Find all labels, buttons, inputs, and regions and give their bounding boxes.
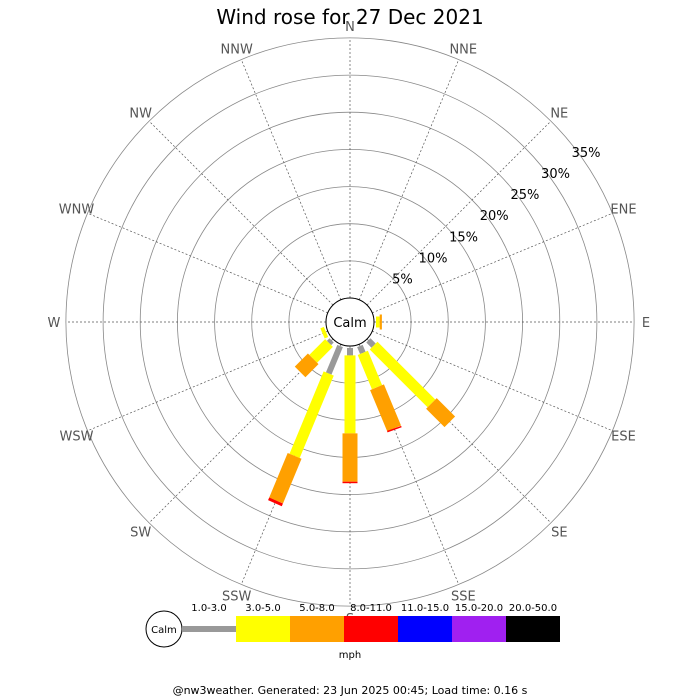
direction-label-nne: NNE [449, 43, 477, 58]
percent-label-10: 10% [419, 251, 448, 266]
spoke-sw [148, 338, 334, 524]
spoke-ne [366, 120, 552, 306]
petal-segment-sw-bin-3 [294, 353, 319, 378]
petal-segment-sw-bin-2 [309, 339, 333, 363]
legend-swatch-5 [398, 616, 452, 642]
legend-swatch-6 [452, 616, 506, 642]
spoke-nnw [240, 59, 342, 300]
percent-label-30: 30% [541, 167, 570, 182]
percent-label-15: 15% [449, 230, 478, 245]
spoke-sse [358, 344, 460, 585]
direction-label-sw: SW [130, 525, 151, 540]
legend-label-7: 20.0-50.0 [509, 603, 557, 614]
direction-label-nw: NW [129, 107, 152, 122]
petal-se [366, 338, 456, 428]
legend-label-6: 15.0-20.0 [455, 603, 503, 614]
petal-segment-sse-bin-2 [357, 350, 383, 390]
legend-swatch-2 [236, 616, 290, 642]
direction-label-se: SE [551, 525, 567, 540]
percent-labels: 5% 10%15%20%25%30%35% [392, 146, 600, 287]
spoke-nne [358, 59, 460, 300]
petal-segment-sse-bin-1 [357, 344, 366, 355]
petal-segment-sw-bin-1 [326, 338, 334, 346]
petal-segment-sse-bin-3 [370, 384, 402, 432]
legend-label-1: 1.0-3.0 [191, 603, 226, 614]
legend-unit-label: mph [339, 650, 361, 661]
percent-label-35: 35% [572, 146, 601, 161]
legend-label-2: 3.0-5.0 [245, 603, 280, 614]
footer-text: @nw3weather. Generated: 23 Jun 2025 00:4… [173, 684, 528, 697]
direction-label-nnw: NNW [221, 43, 253, 58]
calm-circle [325, 297, 375, 347]
direction-label-sse: SSE [451, 590, 476, 605]
legend-calm-label: Calm [151, 625, 177, 636]
direction-label-ssw: SSW [222, 590, 252, 605]
direction-label-w: W [47, 316, 60, 331]
calm-center: Calm [325, 297, 375, 347]
legend-swatch-1 [182, 626, 236, 632]
legend-label-5: 11.0-15.0 [401, 603, 449, 614]
petal-segment-wsw-bin-2 [320, 326, 329, 339]
percent-label-25: 25% [510, 188, 539, 203]
petal-segment-ssw-bin-4 [268, 497, 283, 507]
calm-label: Calm [333, 316, 366, 331]
chart-title: Wind rose for 27 Dec 2021 [216, 5, 483, 29]
petal-segment-se-bin-1 [366, 338, 376, 348]
direction-label-ne: NE [550, 107, 568, 122]
direction-label-n: N [345, 20, 355, 35]
legend-swatch-4 [344, 616, 398, 642]
petal-segment-ssw-bin-3 [269, 453, 302, 504]
spoke-se [366, 338, 552, 524]
spoke-ese [372, 330, 613, 432]
spoke-wsw [87, 330, 328, 432]
spoke-ene [372, 212, 613, 314]
petal-ssw [268, 344, 343, 507]
direction-label-wsw: WSW [60, 429, 94, 444]
petal-sw [294, 338, 334, 378]
direction-labels: NNNENEENEEESESESSESSSWSWWSWWWNWNWNNW [47, 20, 650, 627]
petal-sse [357, 344, 402, 433]
percent-label-5: 5% [392, 272, 413, 287]
petal-segment-sse-bin-4 [387, 425, 402, 433]
spoke-wnw [87, 212, 328, 314]
petal-segment-ssw-bin-1 [325, 344, 343, 375]
legend-swatch-3 [290, 616, 344, 642]
legend-label-4: 8.0-11.0 [350, 603, 392, 614]
wind-petals [268, 314, 456, 507]
direction-label-e: E [642, 316, 650, 331]
petal-segment-se-bin-3 [426, 398, 456, 428]
legend-swatch-7 [506, 616, 560, 642]
petal-wsw [320, 326, 329, 339]
spoke-nw [148, 120, 334, 306]
grid-ring [102, 74, 598, 570]
direction-label-wnw: WNW [59, 203, 95, 218]
legend-label-3: 5.0-8.0 [299, 603, 334, 614]
petal-segment-ssw-bin-2 [289, 371, 334, 459]
speed-legend: Calm mph 1.0-3.0 3.0-5.0 5.0-8.0 8.0-11.0 11… [145, 603, 560, 661]
direction-label-ene: ENE [610, 203, 636, 218]
direction-label-ese: ESE [611, 429, 636, 444]
percent-label-20: 20% [480, 209, 509, 224]
petal-segment-se-bin-2 [369, 341, 436, 408]
